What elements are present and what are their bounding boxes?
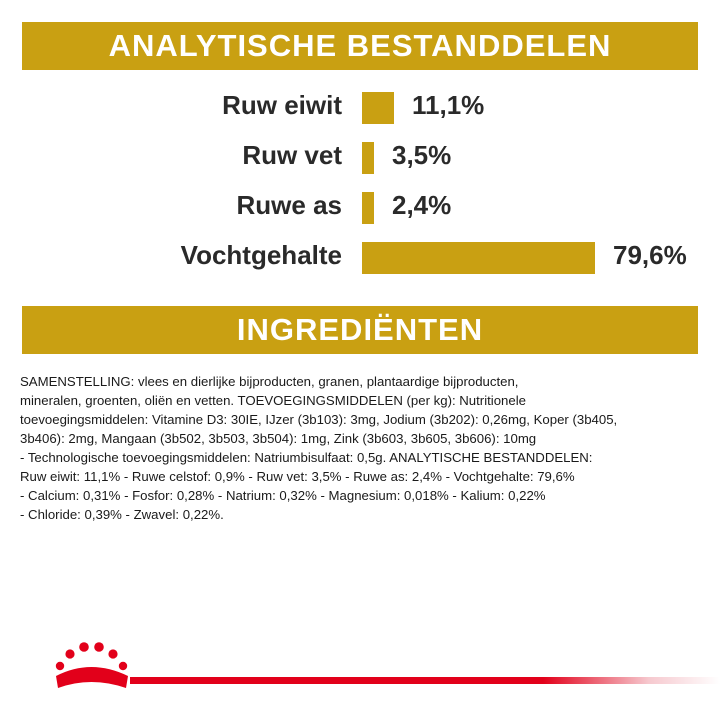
bar	[362, 142, 374, 174]
bar-category-label: Ruw eiwit	[222, 90, 342, 120]
bar-row: Ruw eiwit 11,1%	[0, 86, 720, 126]
bar	[362, 92, 394, 124]
royal-canin-crown-logo	[55, 642, 128, 688]
nutrient-bar-chart: Ruw eiwit 11,1% Ruw vet 3,5% Ruwe as 2,4% Voch…	[0, 86, 720, 286]
bar-row: Vochtgehalte 79,6%	[0, 236, 720, 276]
footer-brand-line	[130, 677, 720, 684]
bar-category-label: Ruwe as	[236, 190, 343, 220]
bar-value-label: 11,1%	[412, 90, 485, 120]
ingredients-header-title: INGREDIËNTEN	[236, 312, 484, 347]
analytic-header-title: ANALYTISCHE BESTANDDELEN	[108, 28, 612, 63]
ingredients-text: SAMENSTELLING: vlees en dierlijke bijpro…	[20, 374, 618, 522]
bar-value-label: 79,6%	[613, 240, 687, 270]
analytic-header-banner: ANALYTISCHE BESTANDDELEN	[22, 22, 698, 70]
bar-row: Ruw vet 3,5%	[0, 136, 720, 176]
bar	[362, 242, 595, 274]
bar-row: Ruwe as 2,4%	[0, 186, 720, 226]
bar	[362, 192, 374, 224]
bar-category-label: Ruw vet	[242, 140, 342, 170]
bar-category-label: Vochtgehalte	[180, 240, 342, 270]
bar-value-label: 3,5%	[392, 140, 452, 170]
bar-value-label: 2,4%	[392, 190, 452, 220]
ingredients-header-banner: INGREDIËNTEN	[22, 306, 698, 354]
